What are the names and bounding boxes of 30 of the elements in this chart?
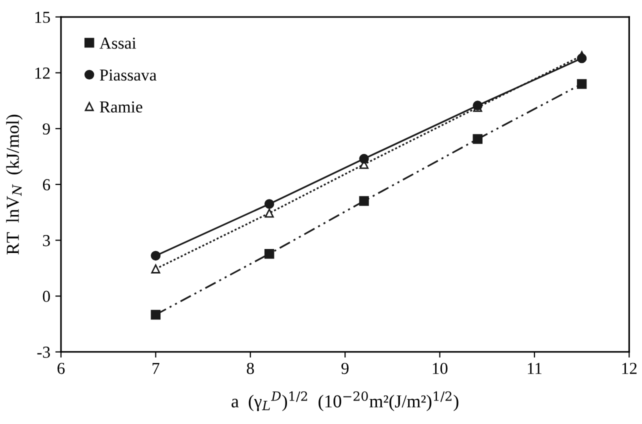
x-tick-label: 10 xyxy=(432,362,448,374)
y-tick-label: 3 xyxy=(43,235,50,246)
x-tick-label: 12 xyxy=(622,362,637,374)
point xyxy=(359,154,369,164)
point xyxy=(264,248,274,259)
x-tick-label: 8 xyxy=(246,362,254,374)
point xyxy=(264,199,274,209)
x-tick-label: 9 xyxy=(341,362,349,374)
point xyxy=(472,134,483,144)
point xyxy=(576,79,587,89)
point xyxy=(576,53,587,64)
text: a (γ$_{L}$$^{D}$)$^{1/2}$ (10$^{−20}$m²(J/m²)$^{1/2}$) xyxy=(232,391,458,412)
legend-label: Ramie xyxy=(100,101,142,113)
legend-label: Piassava xyxy=(100,69,156,81)
legend-label: Assai xyxy=(99,38,136,49)
point xyxy=(150,310,161,320)
y-tick-label: 15 xyxy=(35,12,50,23)
y-tick-label: -3 xyxy=(37,346,50,358)
x-tick-label: 7 xyxy=(152,362,160,374)
point xyxy=(150,250,161,261)
point xyxy=(151,264,160,274)
point xyxy=(359,196,369,206)
y-tick-label: 6 xyxy=(42,179,50,190)
y-tick-label: 0 xyxy=(42,290,50,302)
y-axis-title: RT lnV$_{N}$ (kJ/mol) xyxy=(6,114,23,255)
y-tick-label: 9 xyxy=(42,123,50,135)
point xyxy=(264,208,274,218)
y-tick-label: 12 xyxy=(35,68,50,79)
x-tick-label: 6 xyxy=(58,362,65,374)
x-tick-label: 11 xyxy=(528,362,542,374)
